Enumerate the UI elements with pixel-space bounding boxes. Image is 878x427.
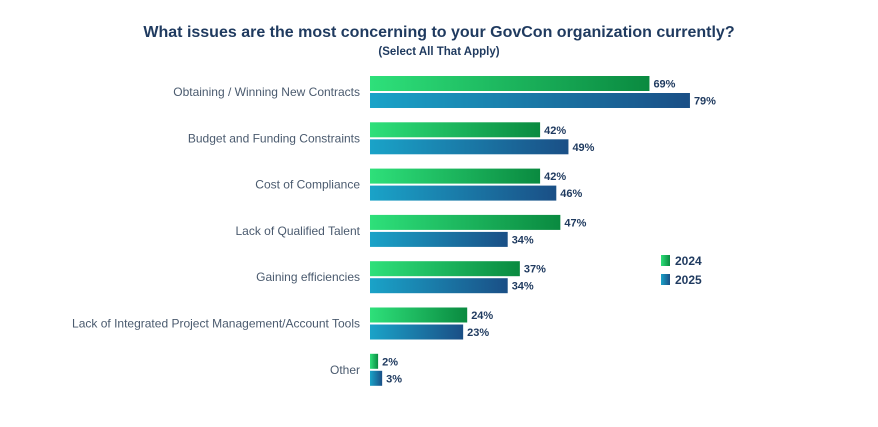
data-label: 24% xyxy=(471,310,493,322)
data-label: 79% xyxy=(694,96,716,108)
bar-2025-2 xyxy=(370,185,557,201)
category-label: Gaining efficiencies xyxy=(256,270,360,284)
legend: 2024 2025 xyxy=(661,254,702,287)
bar-2024-5 xyxy=(370,307,468,323)
data-label: 37% xyxy=(524,264,546,276)
bar-2025-6 xyxy=(370,370,383,386)
data-label: 42% xyxy=(544,171,566,183)
legend-label-2025: 2025 xyxy=(675,273,702,287)
data-label: 42% xyxy=(544,125,566,137)
category-label: Lack of Qualified Talent xyxy=(235,224,360,238)
category-label: Lack of Integrated Project Management/Ac… xyxy=(72,317,360,331)
chart-title: What issues are the most concerning to y… xyxy=(143,24,735,41)
bar-2025-4 xyxy=(370,278,508,294)
data-label: 3% xyxy=(386,373,402,385)
bar-2025-0 xyxy=(370,93,690,108)
legend-label-2024: 2024 xyxy=(675,254,702,268)
data-label: 34% xyxy=(512,234,534,246)
data-label: 2% xyxy=(382,356,398,368)
data-label: 46% xyxy=(560,188,582,200)
data-label: 34% xyxy=(512,281,534,293)
bar-2025-3 xyxy=(370,231,508,247)
bar-2024-0 xyxy=(370,76,650,91)
bar-2024-3 xyxy=(370,214,561,230)
data-label: 49% xyxy=(572,142,594,154)
category-label: Obtaining / Winning New Contracts xyxy=(173,85,360,99)
bar-2024-6 xyxy=(370,353,379,369)
legend-swatch-2024 xyxy=(661,255,670,266)
data-label: 23% xyxy=(467,327,489,339)
category-label: Budget and Funding Constraints xyxy=(188,131,360,145)
bar-2025-1 xyxy=(370,139,569,155)
category-label: Other xyxy=(330,363,360,377)
legend-swatch-2025 xyxy=(661,274,670,285)
bar-2024-1 xyxy=(370,122,541,138)
bar-2024-2 xyxy=(370,168,541,184)
data-label: 69% xyxy=(653,79,675,91)
bar-2024-4 xyxy=(370,261,520,277)
chart-subtitle: (Select All That Apply) xyxy=(378,46,500,58)
category-label: Cost of Compliance xyxy=(255,178,360,192)
data-label: 47% xyxy=(564,217,586,229)
bar-2025-5 xyxy=(370,324,464,340)
